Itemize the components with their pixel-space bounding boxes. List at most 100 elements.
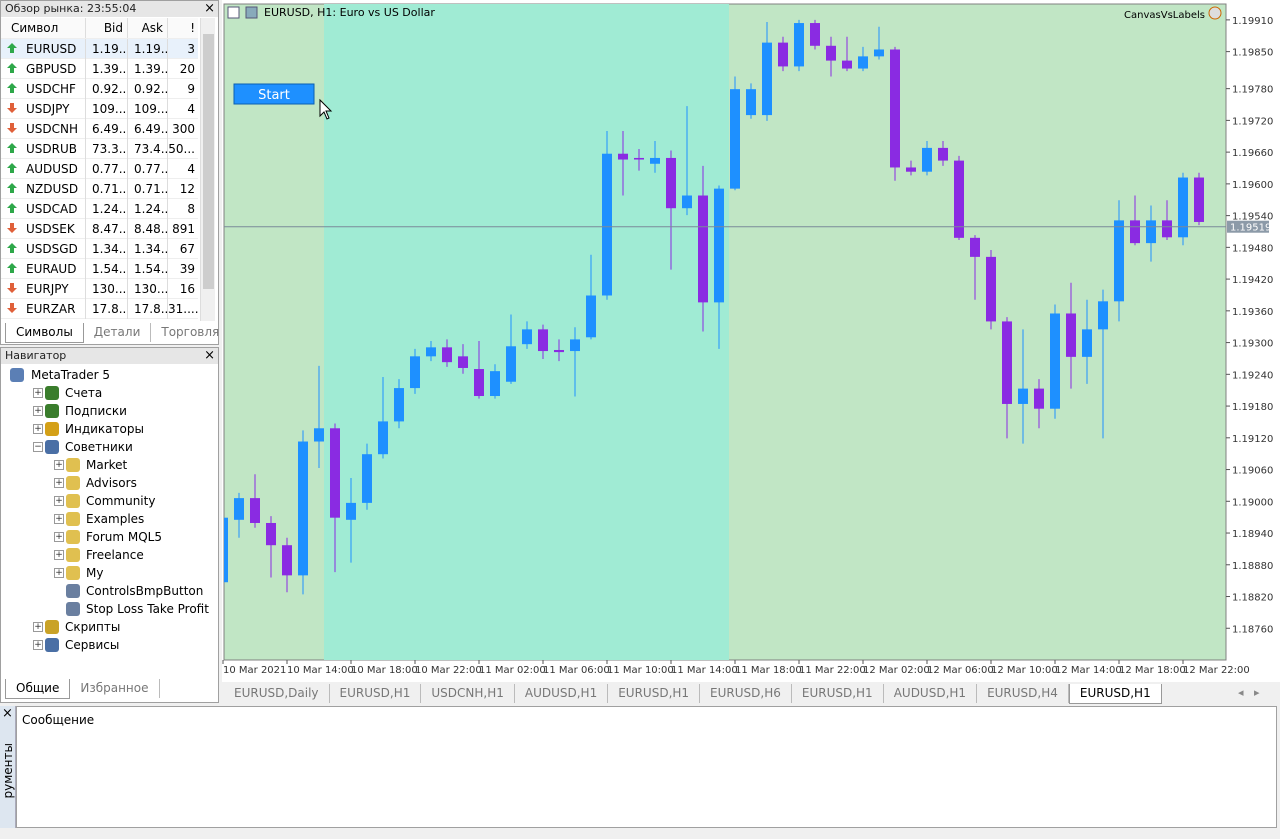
tree-item[interactable]: Community [86, 494, 156, 508]
tree-item[interactable]: Forum MQL5 [86, 530, 162, 544]
arrow [7, 242, 17, 253]
candle-body [554, 349, 564, 353]
direction-icon [1, 142, 25, 156]
chart-tab[interactable]: EURUSD,H1 [330, 684, 422, 703]
arrow [7, 182, 17, 193]
scrollbar[interactable] [200, 18, 215, 321]
scroll-thumb[interactable] [203, 34, 214, 289]
column-header[interactable]: ! [190, 21, 195, 35]
candle-body [970, 237, 980, 257]
chart-tab[interactable]: USDCNH,H1 [421, 684, 515, 703]
button-face[interactable] [233, 83, 315, 105]
chart-tab[interactable]: EURUSD,H1 [608, 684, 701, 703]
column-header[interactable]: Сообщение [22, 713, 95, 727]
expand-box[interactable]: + [33, 640, 43, 650]
chart-tab[interactable]: EURUSD,H6 [700, 684, 792, 703]
symbol: USDCNH [25, 118, 86, 139]
table-row[interactable]: USDRUB73.3...73.4...50... [1, 138, 198, 159]
column-header[interactable]: Ask [128, 18, 168, 38]
tab-scroll[interactable]: ◂ ▸ [1238, 686, 1260, 699]
table-body: EURUSD1.19...1.19...3GBPUSD1.39...1.39..… [1, 1, 199, 321]
x-tick-label: 11 Mar 06:00 [543, 665, 610, 676]
tree-item[interactable]: Индикаторы [65, 422, 144, 436]
chart-tab[interactable]: EURUSD,H1 [1068, 684, 1162, 704]
tree-item[interactable]: Скрипты [65, 620, 121, 634]
tree-item[interactable]: MetaTrader 5 [31, 368, 111, 382]
tree-icon [45, 638, 59, 652]
candle [618, 130, 628, 196]
tree-item[interactable]: Examples [86, 512, 145, 526]
bid: 1.34... [86, 238, 128, 259]
button-label[interactable]: Start [258, 88, 290, 103]
symbol: USDRUB [25, 138, 86, 159]
tree-item[interactable]: Freelance [86, 548, 144, 562]
close-button[interactable]: × [204, 1, 215, 16]
expand-box[interactable]: + [54, 532, 64, 542]
tree-item[interactable]: ControlsBmpButton [86, 584, 204, 598]
column-header[interactable]: Bid [86, 18, 128, 38]
chart-tab[interactable]: EURUSD,H4 [977, 684, 1069, 703]
expand-box[interactable]: + [33, 406, 43, 416]
candle-body [282, 545, 292, 576]
candle-body [986, 256, 996, 322]
candle [970, 235, 980, 300]
chart-tab[interactable]: EURUSD,H1 [792, 684, 884, 703]
column-header[interactable]: Символ [1, 18, 86, 38]
tree-item[interactable]: Советники [65, 440, 133, 454]
chart-tab[interactable]: EURUSD,Daily [224, 684, 330, 703]
candle-body [314, 428, 324, 442]
close-button[interactable]: × [204, 348, 215, 363]
tree-item[interactable]: Счета [65, 386, 103, 400]
expand-box[interactable]: + [54, 568, 64, 578]
chart-tab[interactable]: AUDUSD,H1 [515, 684, 609, 703]
expand-box[interactable]: + [54, 496, 64, 506]
y-tick-label: 1.18760 [1232, 624, 1273, 635]
candle [890, 46, 900, 181]
arrow-shape [7, 282, 17, 293]
expert-icon[interactable] [1208, 6, 1222, 20]
expand-box[interactable]: + [33, 622, 43, 632]
tree-item[interactable]: Stop Loss Take Profit [86, 602, 209, 616]
tree-item[interactable]: Подписки [65, 404, 127, 418]
candle [282, 537, 292, 593]
expand-box[interactable]: + [33, 388, 43, 398]
tab[interactable]: Избранное [70, 679, 160, 698]
close-button[interactable]: × [2, 706, 13, 721]
candle-body [810, 23, 820, 46]
tree-item[interactable]: Advisors [86, 476, 137, 490]
candle [490, 364, 500, 399]
candle [874, 26, 884, 60]
table-row[interactable]: EURZAR17.8...17.8...31.... [1, 298, 198, 319]
tree-item[interactable]: Market [86, 458, 128, 472]
tab[interactable]: Торговля [151, 323, 231, 342]
chart-tab[interactable]: AUDUSD,H1 [884, 684, 978, 703]
tree-icon [66, 512, 80, 526]
expand-box[interactable]: − [33, 442, 43, 452]
expand-box[interactable]: + [54, 514, 64, 524]
tab[interactable]: Общие [5, 679, 71, 699]
start-button[interactable]: Start [233, 83, 315, 105]
arrow [7, 282, 17, 293]
tree-item[interactable]: My [86, 566, 104, 580]
tab[interactable]: Символы [5, 323, 84, 343]
candle-body [1146, 220, 1156, 244]
tree-item[interactable]: Сервисы [65, 638, 120, 652]
expand-box[interactable]: + [54, 460, 64, 470]
direction-icon [1, 162, 25, 176]
expand-box[interactable]: + [33, 424, 43, 434]
tab[interactable]: Детали [84, 323, 152, 342]
expand-box[interactable]: + [54, 550, 64, 560]
expand-box[interactable]: + [54, 478, 64, 488]
